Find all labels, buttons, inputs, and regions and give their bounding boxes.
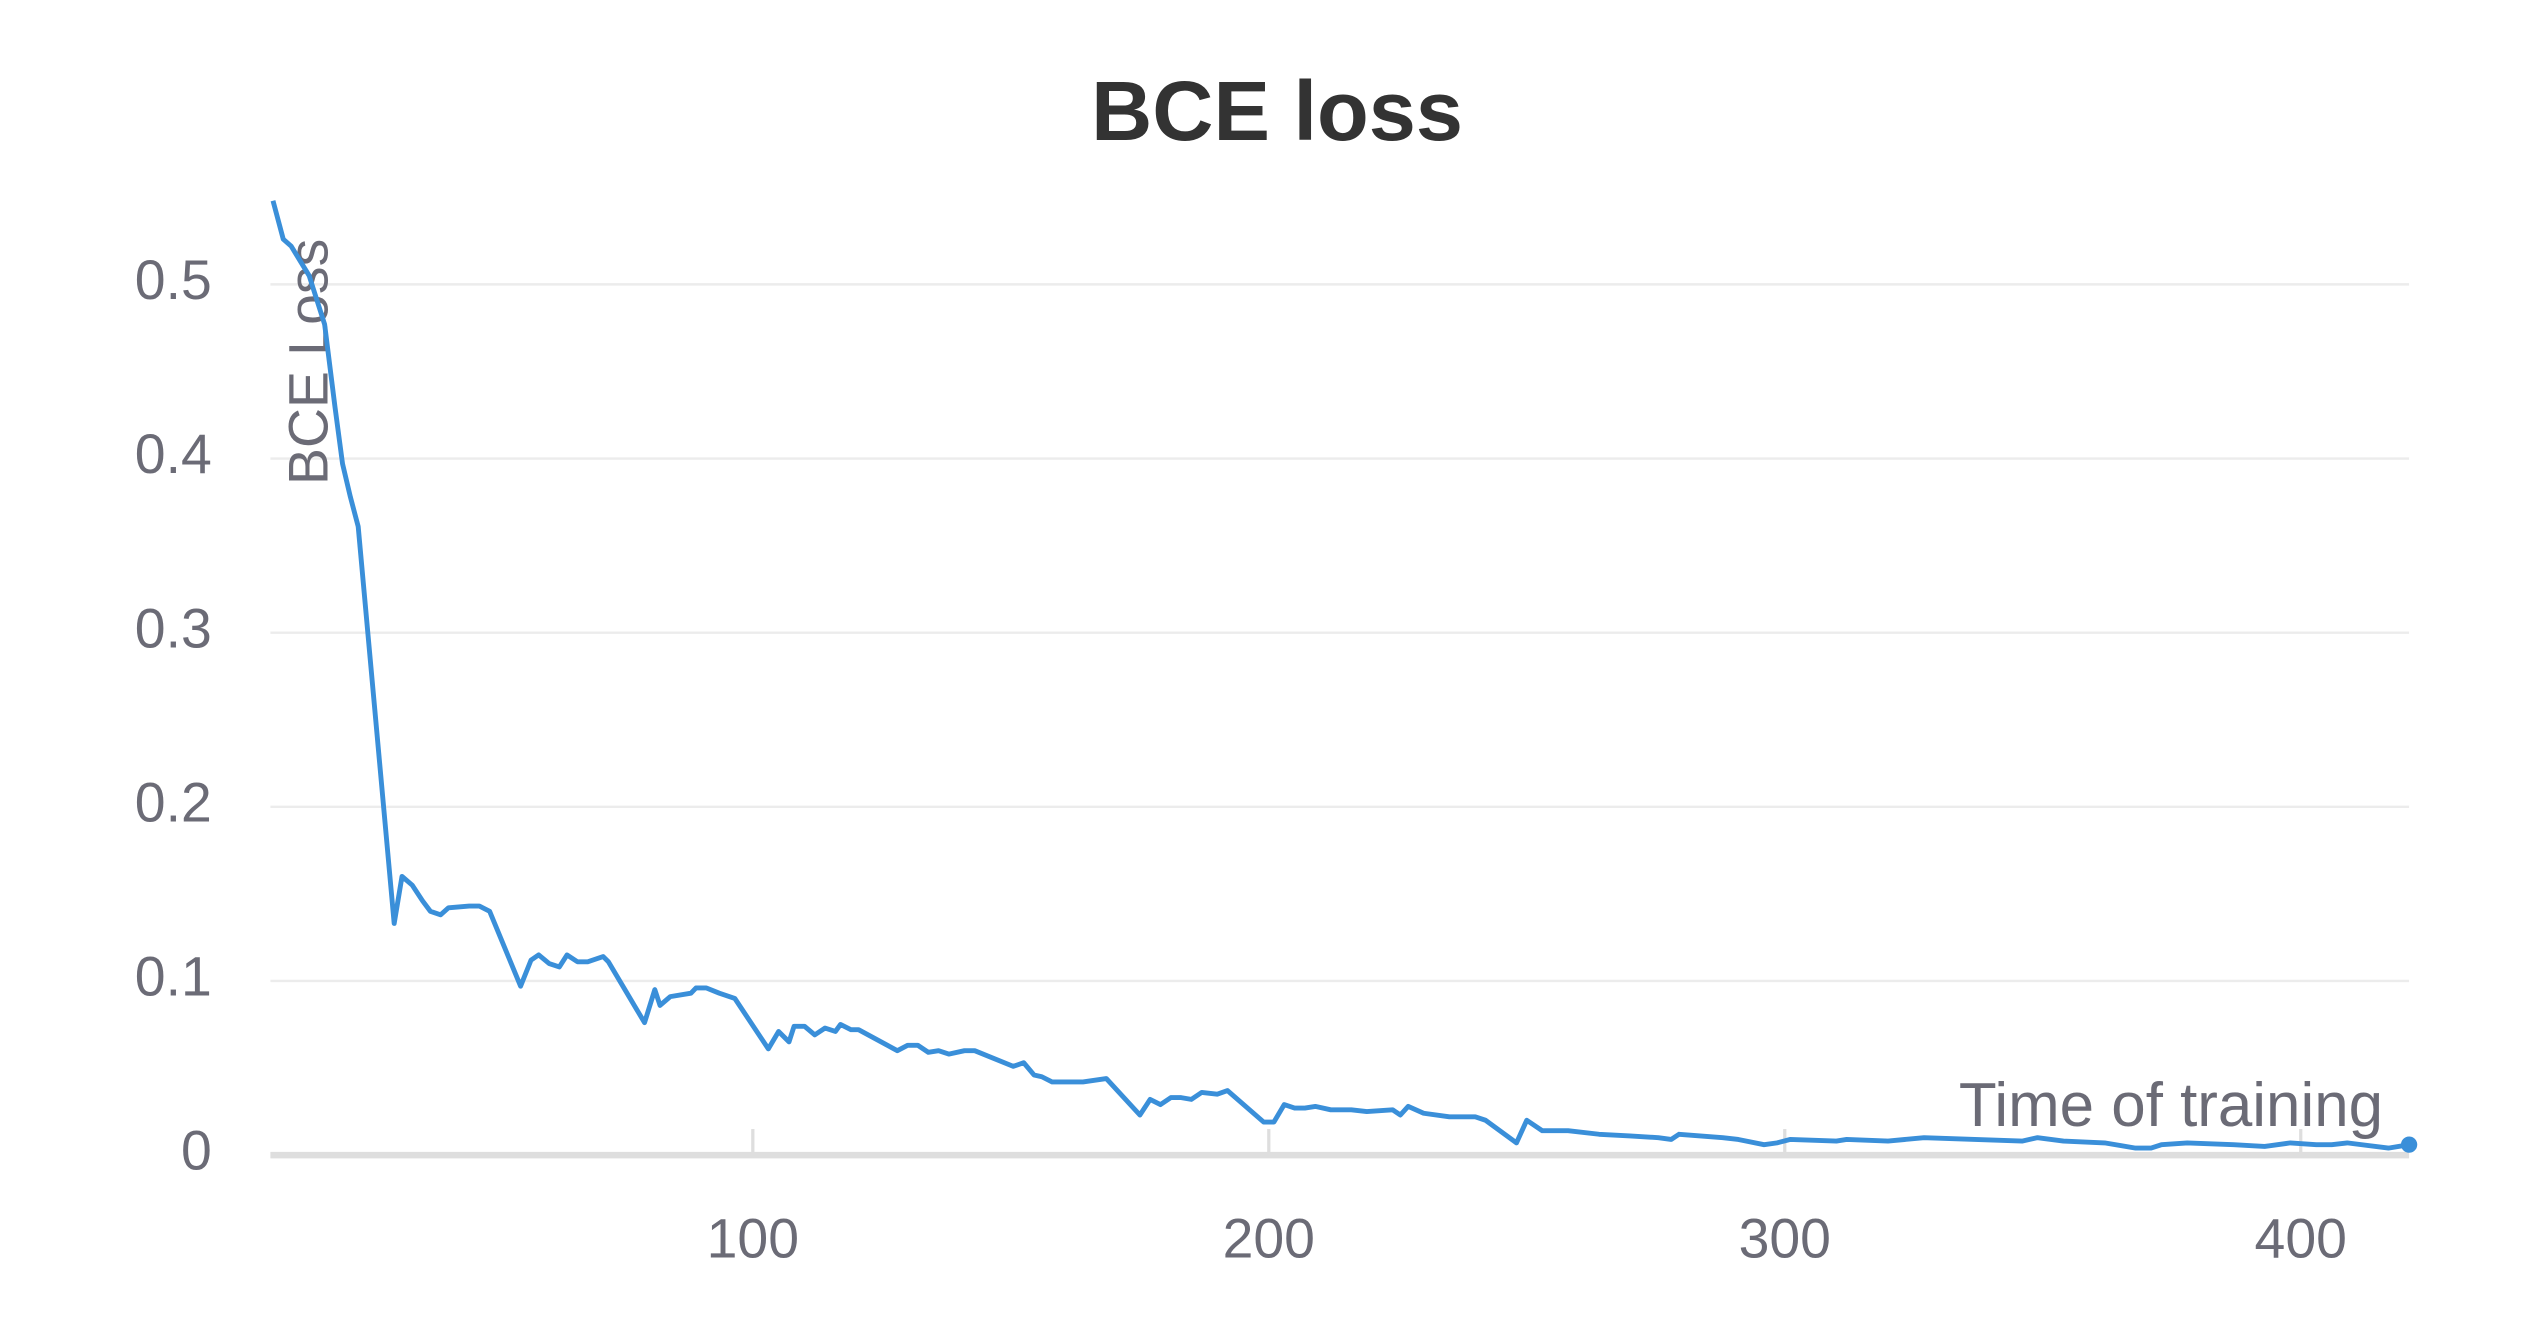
y-tick-label: 0.2 <box>135 771 212 833</box>
x-tick-label: 200 <box>1223 1208 1315 1270</box>
chart-title: BCE loss <box>1091 63 1463 158</box>
y-tick-label: 0.1 <box>135 946 212 1008</box>
line <box>270 200 2410 1151</box>
y-tick-label: 0.3 <box>135 597 212 659</box>
x-tick-label: 400 <box>2255 1208 2347 1270</box>
y-tick-label: 0.4 <box>135 423 212 485</box>
y-tick-label: 0.5 <box>135 249 212 311</box>
x-tick-label: 100 <box>707 1208 799 1270</box>
x-axis-label: Time of training <box>1959 1071 2383 1140</box>
x-tick-label: 300 <box>1739 1208 1831 1270</box>
y-tick-label: 0 <box>181 1120 212 1182</box>
end-point <box>2400 1136 2418 1153</box>
